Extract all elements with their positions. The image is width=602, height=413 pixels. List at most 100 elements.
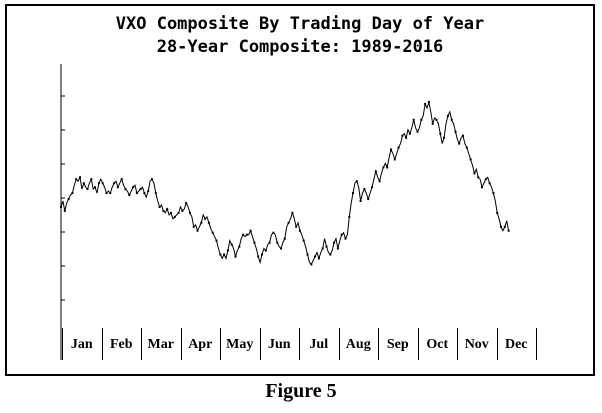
data-point [170, 211, 172, 214]
data-point [420, 118, 423, 121]
data-point [113, 182, 116, 185]
data-point [287, 221, 290, 224]
data-point [450, 118, 453, 121]
data-point [272, 231, 275, 234]
data-point [340, 233, 343, 236]
data-point [128, 194, 131, 197]
data-point [151, 178, 153, 181]
month-label-feb: Feb [110, 337, 133, 352]
data-point [306, 253, 309, 256]
data-point [192, 225, 195, 228]
data-point [219, 253, 222, 256]
data-point [60, 206, 62, 208]
chart-frame: VXO Composite By Trading Day of Year 28-… [5, 4, 595, 376]
data-point [116, 186, 119, 189]
data-point [105, 192, 108, 195]
data-point [230, 243, 233, 246]
data-point [200, 221, 203, 224]
data-point [302, 239, 305, 242]
data-point [393, 158, 396, 161]
data-point [427, 101, 430, 103]
data-point [223, 253, 226, 256]
data-point [162, 209, 165, 212]
month-label-nov: Nov [465, 337, 489, 352]
data-point [238, 245, 241, 248]
data-point [484, 178, 487, 181]
chart-title: VXO Composite By Trading Day of Year [116, 14, 484, 34]
data-point [234, 255, 237, 258]
data-point [492, 192, 495, 195]
data-point [298, 229, 301, 232]
month-label-sep: Sep [387, 337, 409, 352]
data-point [416, 130, 419, 133]
data-point [333, 241, 336, 244]
data-point [196, 229, 199, 232]
data-point [469, 158, 472, 161]
data-point [101, 182, 104, 185]
month-label-aug: Aug [346, 337, 371, 352]
month-label-may: May [226, 337, 253, 352]
series-line [60, 101, 510, 266]
data-point [431, 122, 434, 125]
data-point [355, 180, 358, 183]
data-point [405, 136, 408, 139]
data-point [507, 229, 510, 232]
chart-subtitle: 28-Year Composite: 1989-2016 [157, 37, 444, 57]
data-point [215, 239, 218, 242]
data-point [211, 231, 214, 234]
data-point [477, 176, 480, 179]
data-point [359, 200, 362, 202]
data-point [458, 142, 461, 145]
data-point [503, 225, 506, 228]
data-point [139, 188, 142, 191]
series-points [60, 101, 510, 266]
data-point [336, 247, 339, 250]
data-point [439, 132, 442, 135]
data-point [291, 211, 294, 214]
data-point [173, 215, 176, 218]
data-point [207, 221, 210, 224]
x-axis-month-labels: Jan Feb Mar Apr May Jun Jul Aug Sep Oct Nov Dec [71, 337, 528, 352]
data-point [242, 233, 245, 236]
data-point [363, 188, 366, 191]
data-point [79, 176, 81, 179]
data-point [120, 178, 123, 181]
data-point [295, 225, 298, 228]
month-dividers [62, 328, 537, 360]
data-point [390, 148, 392, 151]
data-point [280, 247, 282, 250]
data-point [367, 198, 370, 200]
data-point [249, 229, 252, 232]
data-point [154, 192, 157, 195]
data-point [321, 247, 324, 250]
data-point [443, 136, 446, 139]
data-point [465, 146, 468, 149]
data-point [446, 114, 449, 117]
data-point [75, 178, 78, 181]
month-label-apr: Apr [188, 337, 212, 352]
data-point [257, 255, 260, 258]
month-label-jan: Jan [71, 337, 93, 352]
data-point [412, 118, 415, 121]
month-label-dec: Dec [505, 337, 528, 352]
month-label-oct: Oct [426, 337, 448, 352]
month-label-mar: Mar [148, 337, 174, 352]
data-point [253, 241, 256, 244]
data-point [109, 192, 112, 195]
data-point [386, 166, 389, 169]
figure-caption: Figure 5 [265, 380, 337, 402]
data-point [177, 211, 180, 214]
data-point [132, 186, 135, 189]
data-point [124, 188, 127, 191]
data-point [329, 253, 332, 256]
data-point [317, 257, 320, 260]
data-point [166, 207, 169, 210]
data-point [352, 192, 354, 195]
data-point [401, 134, 404, 137]
data-point [264, 249, 267, 252]
data-point [496, 211, 499, 214]
data-point [67, 198, 70, 200]
data-point [189, 211, 191, 214]
data-point [371, 186, 373, 189]
data-point [226, 249, 229, 252]
